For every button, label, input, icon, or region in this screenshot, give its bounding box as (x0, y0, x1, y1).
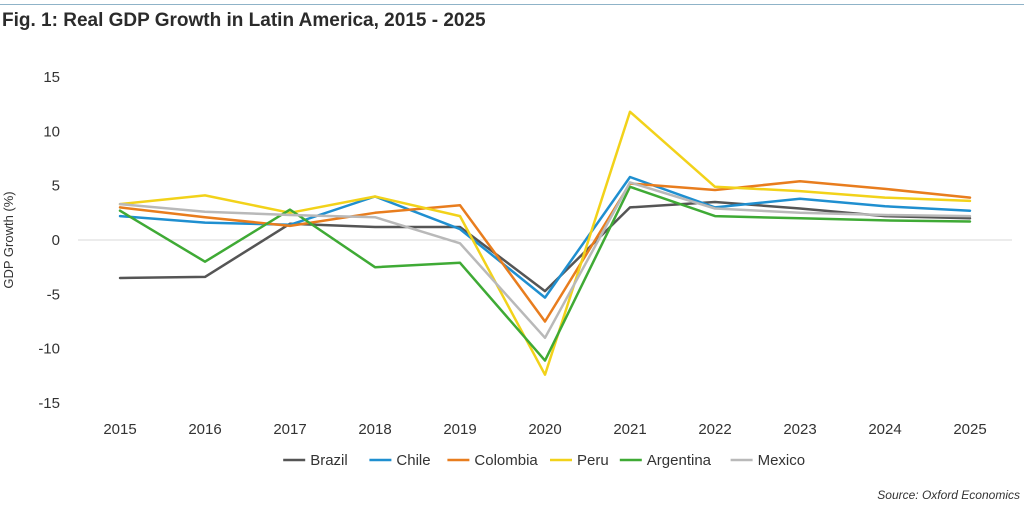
legend-label-chile: Chile (396, 452, 430, 469)
series-line-peru (118, 110, 972, 376)
x-tick-label: 2020 (528, 421, 561, 438)
x-tick-label: 2024 (868, 421, 901, 438)
x-tick-label: 2017 (273, 421, 306, 438)
source-note: Source: Oxford Economics (877, 488, 1020, 502)
x-tick-labels: 2015 2016 2017 2018 2019 2020 2021 2022 2023 2024… (103, 421, 986, 438)
y-tick-label: 5 (52, 178, 60, 195)
y-tick-label: -10 (38, 341, 60, 358)
y-axis-title-group: GDP Growth (%) (1, 191, 16, 288)
x-tick-label: 2019 (443, 421, 476, 438)
y-tick-label: 10 (43, 123, 60, 140)
x-tick-label: 2023 (783, 421, 816, 438)
legend-label-peru: Peru (577, 452, 609, 469)
y-axis-title: GDP Growth (%) (1, 191, 16, 288)
top-rule (0, 4, 1024, 5)
series-line-argentina (118, 185, 972, 362)
y-tick-label: -15 (38, 395, 60, 412)
legend: Brazil Chile Colombia Peru Argentina Mexico (283, 452, 805, 469)
legend-label-brazil: Brazil (310, 452, 348, 469)
legend-label-mexico: Mexico (758, 452, 806, 469)
legend-label-argentina: Argentina (647, 452, 712, 469)
y-tick-label: 0 (52, 232, 60, 249)
series-line-mexico (118, 181, 972, 340)
y-tick-label: 15 (43, 69, 60, 86)
legend-label-colombia: Colombia (474, 452, 538, 469)
x-tick-label: 2015 (103, 421, 136, 438)
x-tick-label: 2018 (358, 421, 391, 438)
y-tick-label: -5 (47, 286, 60, 303)
series-lines (118, 110, 972, 376)
series-line-colombia (118, 180, 972, 323)
figure-title: Fig. 1: Real GDP Growth in Latin America… (2, 10, 486, 31)
x-tick-label: 2022 (698, 421, 731, 438)
series-line-brazil (118, 200, 972, 293)
x-tick-label: 2025 (953, 421, 986, 438)
x-tick-label: 2021 (613, 421, 646, 438)
y-tick-labels: 15 10 5 0 -5 -10 -15 (38, 69, 60, 412)
x-tick-label: 2016 (188, 421, 221, 438)
